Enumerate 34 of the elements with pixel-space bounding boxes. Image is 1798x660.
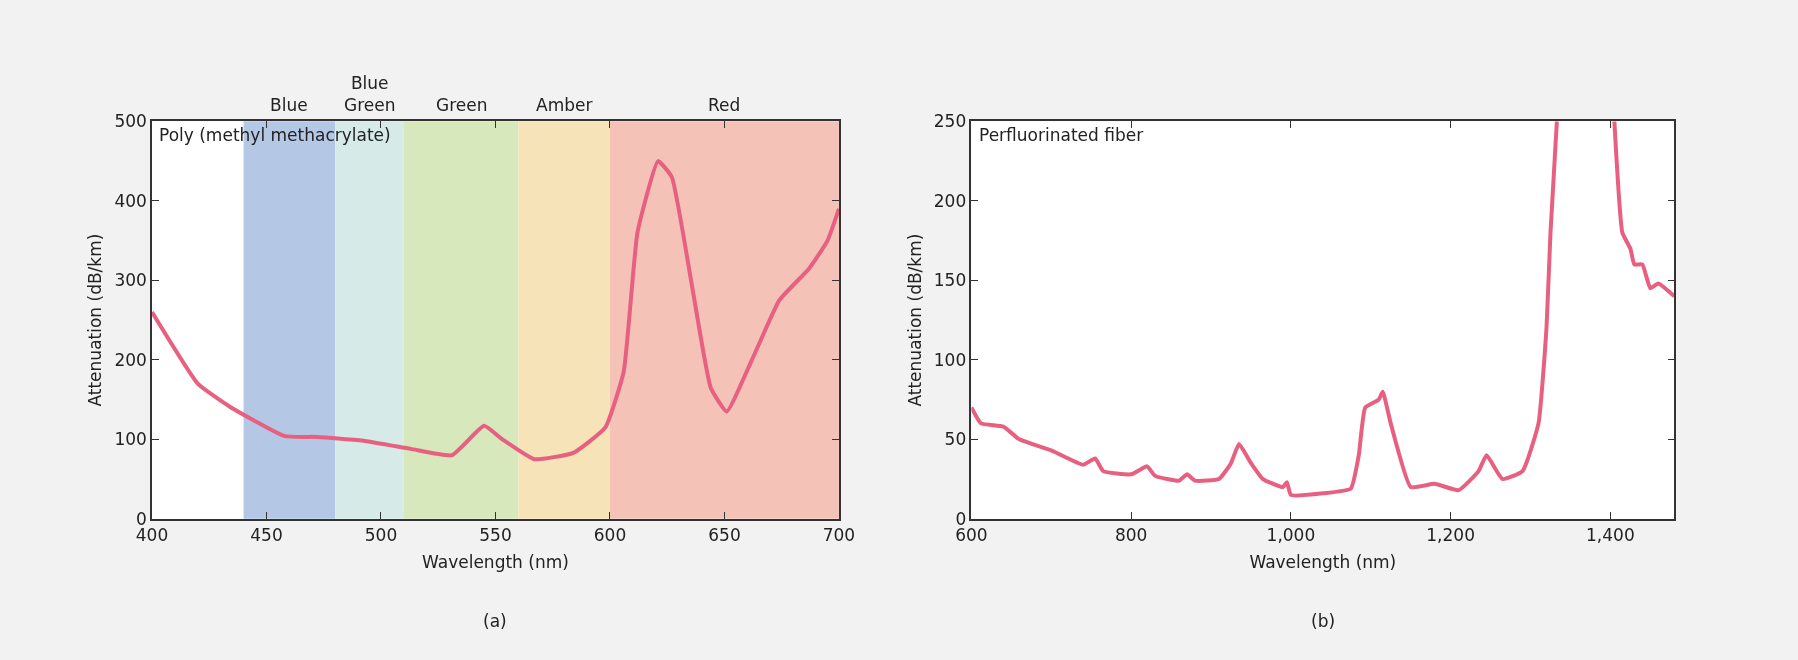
x-tick-label: 650 [708,524,741,545]
band-label: Blue Green [344,73,396,116]
x-tick-label: 550 [479,524,512,545]
x-tick-label: 1,000 [1266,524,1316,545]
band-label: Green [436,95,488,115]
chart-title: Poly (methyl methacrylate) [159,125,391,145]
band-label: Blue [270,95,308,115]
chart-title: Perfluorinated fiber [979,125,1144,145]
x-tick-label: 450 [250,524,283,545]
y-tick-label: 100 [933,349,967,370]
band-label: Amber [536,95,593,115]
text: (a) [483,611,507,631]
band-label: Red [708,95,741,115]
x-axis-title: Wavelength (nm) [1249,551,1397,572]
x-tick-label: 1,400 [1586,524,1635,545]
y-tick-label: 100 [114,429,147,450]
y-tick-label: 200 [114,349,147,370]
y-tick-label: 400 [114,190,147,211]
y-axis-title: Attenuation (dB/km) [85,233,106,407]
y-tick-label: 300 [114,270,147,291]
y-axis-title: Attenuation (dB/km) [904,233,925,407]
x-axis-title: Wavelength (nm) [422,551,569,572]
y-tick-label: 250 [933,111,967,132]
x-tick-label: 700 [822,524,856,545]
y-tick-label: 500 [114,111,147,132]
x-tick-label: 600 [593,524,627,545]
x-tick-label: 500 [364,524,398,545]
x-tick-label: 800 [1114,524,1148,545]
text: (b) [1311,611,1336,631]
x-tick-label: 1,200 [1426,524,1475,545]
y-tick-label: 150 [933,270,967,291]
line-series [151,159,839,462]
y-tick-label: 200 [933,190,967,211]
y-tick-label: 50 [944,429,967,450]
